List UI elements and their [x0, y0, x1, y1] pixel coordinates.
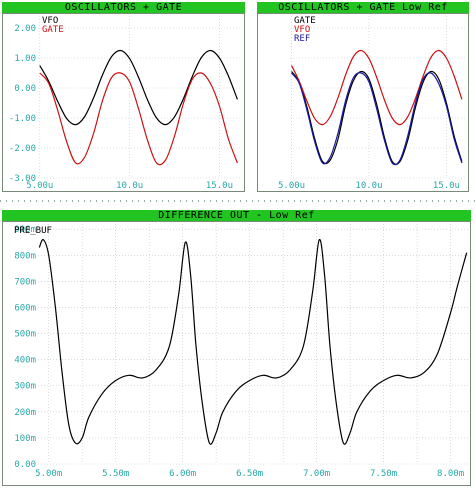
chart-title: OSCILLATORS + GATE: [2, 2, 245, 13]
y-tick-label: 500m: [14, 330, 36, 340]
y-tick-label: -2.00: [9, 144, 36, 154]
plot-area: 5.00u 10.0u 15.0u 2.00 1.00 0.00 -1.00 -2.00 -3.…: [9, 16, 241, 191]
x-tick-label: 5.50m: [102, 469, 129, 479]
y-tick-label: 400m: [14, 356, 36, 366]
series-line-gate: [291, 70, 463, 165]
y-tick-label: 700m: [14, 277, 36, 287]
y-tick-label: -1.00: [9, 114, 36, 124]
chart-title: OSCILLATORS + GATE Low Ref: [257, 2, 469, 13]
y-tick-label: 900m: [14, 225, 36, 235]
plot-frame: [2, 13, 245, 192]
plot-area: 5.00m 5.50m 6.00m 6.50m 7.00m 7.50m 8.00m 900m 8…: [14, 224, 468, 479]
chart-panel-oscillators-gate: OSCILLATORS + GATE 5.00u 10.0u 15.0u 2.00 1.…: [2, 2, 245, 192]
legend-entry: VFO: [42, 16, 58, 26]
legend-entry: PRE_BUF: [14, 226, 52, 236]
series-line-ref: [291, 72, 463, 166]
y-tick-label: -3.00: [9, 174, 36, 184]
y-tick-label: 800m: [14, 251, 36, 261]
series-line-pre-buf: [38, 238, 468, 445]
x-tick-label: 15.0u: [206, 181, 233, 191]
y-tick-label: 100m: [14, 434, 36, 444]
chart-panel-oscillators-gate-low-ref: OSCILLATORS + GATE Low Ref 5.00u 10.0u 15.…: [257, 2, 469, 192]
x-tick-label: 15.0u: [433, 181, 460, 191]
divider: [0, 200, 476, 202]
chart-panel-difference-out: DIFFERENCE OUT - Low Ref 5.00m 5.50m 6.00m…: [2, 210, 471, 486]
x-tick-label: 7.00m: [303, 469, 330, 479]
y-tick-label: 300m: [14, 382, 36, 392]
x-tick-label: 6.50m: [236, 469, 263, 479]
grid: [38, 224, 468, 465]
plot-frame: [257, 13, 469, 192]
plot-frame: [2, 221, 471, 486]
series-line-vfo: [291, 49, 463, 126]
x-tick-label: 5.00u: [278, 181, 305, 191]
series-line-vfo: [39, 49, 238, 126]
x-tick-label: 7.50m: [370, 469, 397, 479]
x-tick-label: 6.00m: [169, 469, 196, 479]
y-tick-label: 0.00: [14, 84, 36, 94]
x-tick-label: 5.00m: [35, 469, 62, 479]
legend-entry: VFO: [294, 25, 310, 35]
y-tick-label: 600m: [14, 303, 36, 313]
chart-title: DIFFERENCE OUT - Low Ref: [2, 210, 471, 221]
y-tick-label: 200m: [14, 408, 36, 418]
y-tick-label: 1.00: [14, 54, 36, 64]
y-tick-label: 2.00: [14, 24, 36, 34]
legend-entry: GATE: [294, 16, 316, 26]
x-tick-label: 5.00u: [26, 181, 53, 191]
legend-entry: GATE: [42, 25, 64, 35]
series-line-gate: [39, 72, 238, 166]
grid: [38, 16, 241, 179]
x-tick-label: 8.00m: [437, 469, 464, 479]
x-tick-label: 10.0u: [355, 181, 382, 191]
legend-entry: REF: [294, 34, 310, 44]
x-tick-label: 10.0u: [116, 181, 143, 191]
grid: [290, 16, 465, 179]
y-tick-label: 0.00: [14, 460, 36, 470]
